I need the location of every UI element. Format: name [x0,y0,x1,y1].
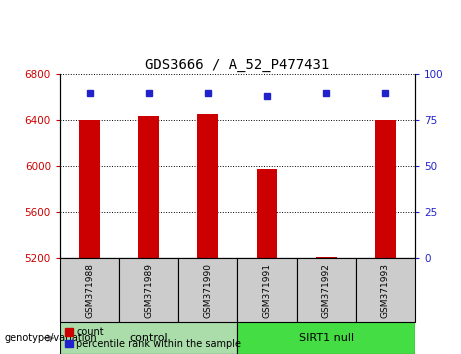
Text: control: control [130,333,168,343]
Text: GSM371993: GSM371993 [381,263,390,318]
Bar [60,322,237,354]
Bar [178,258,237,322]
Text: GSM371991: GSM371991 [262,263,272,318]
Title: GDS3666 / A_52_P477431: GDS3666 / A_52_P477431 [145,58,330,72]
Bar [237,322,415,354]
Bar [119,258,178,322]
Bar [60,258,119,322]
Legend: count, percentile rank within the sample: count, percentile rank within the sample [65,327,242,349]
Bar [316,257,337,258]
Text: GSM371992: GSM371992 [322,263,331,318]
Text: GSM371988: GSM371988 [85,263,94,318]
Text: SIRT1 null: SIRT1 null [299,333,354,343]
Bar [237,258,296,322]
Text: genotype/variation: genotype/variation [5,333,97,343]
Bar [356,258,415,322]
Bar [257,169,278,258]
Bar [296,258,356,322]
Bar [138,116,159,258]
Bar [79,120,100,258]
Text: GSM371989: GSM371989 [144,263,153,318]
Bar [375,120,396,258]
Bar [197,114,218,258]
Text: GSM371990: GSM371990 [203,263,213,318]
